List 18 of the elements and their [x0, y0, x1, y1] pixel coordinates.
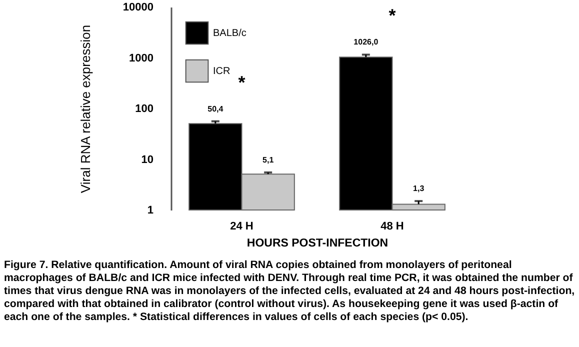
- data-label: 50,4: [208, 104, 224, 114]
- caption: Figure 7. Relative quantification. Amount of viral RNA copies obtained from monolayers of peritoneal macrophages of BALB/c and ICR mice infected with DENV. Through real time PCR, it was obtained the number of times that virus dengue RNA was in monolayers of the infected cells, evaluated at 24 and 48 hours post-infection, compared with that obtained in calibrator (control without virus). As housekeeping gene it was used β-actin of each one of the samples. * Statistical differences in values of cells of each species (p< 0.05).: [4, 259, 576, 324]
- legend-label: ICR: [213, 66, 230, 77]
- annotation: *: [388, 6, 396, 26]
- y-axis-title: Viral RNA relative expression: [78, 24, 93, 194]
- data-label: 5,1: [262, 155, 274, 164]
- legend-label: BALB/c: [213, 28, 246, 39]
- x-tick-label: 24 H: [230, 220, 254, 232]
- y-tick-label: 100: [135, 103, 154, 115]
- x-axis-title: HOURS POST-INFECTION: [246, 238, 388, 250]
- y-tick-label: 10: [141, 154, 154, 166]
- data-label: 1026,0: [354, 38, 379, 47]
- y-tick-label: 1: [147, 204, 154, 216]
- y-tick-label: 1000: [129, 52, 154, 64]
- data-label: 1,3: [413, 184, 425, 194]
- x-tick-label: 48 H: [380, 220, 404, 232]
- annotation: *: [238, 72, 246, 92]
- y-tick-label: 10000: [122, 2, 154, 14]
